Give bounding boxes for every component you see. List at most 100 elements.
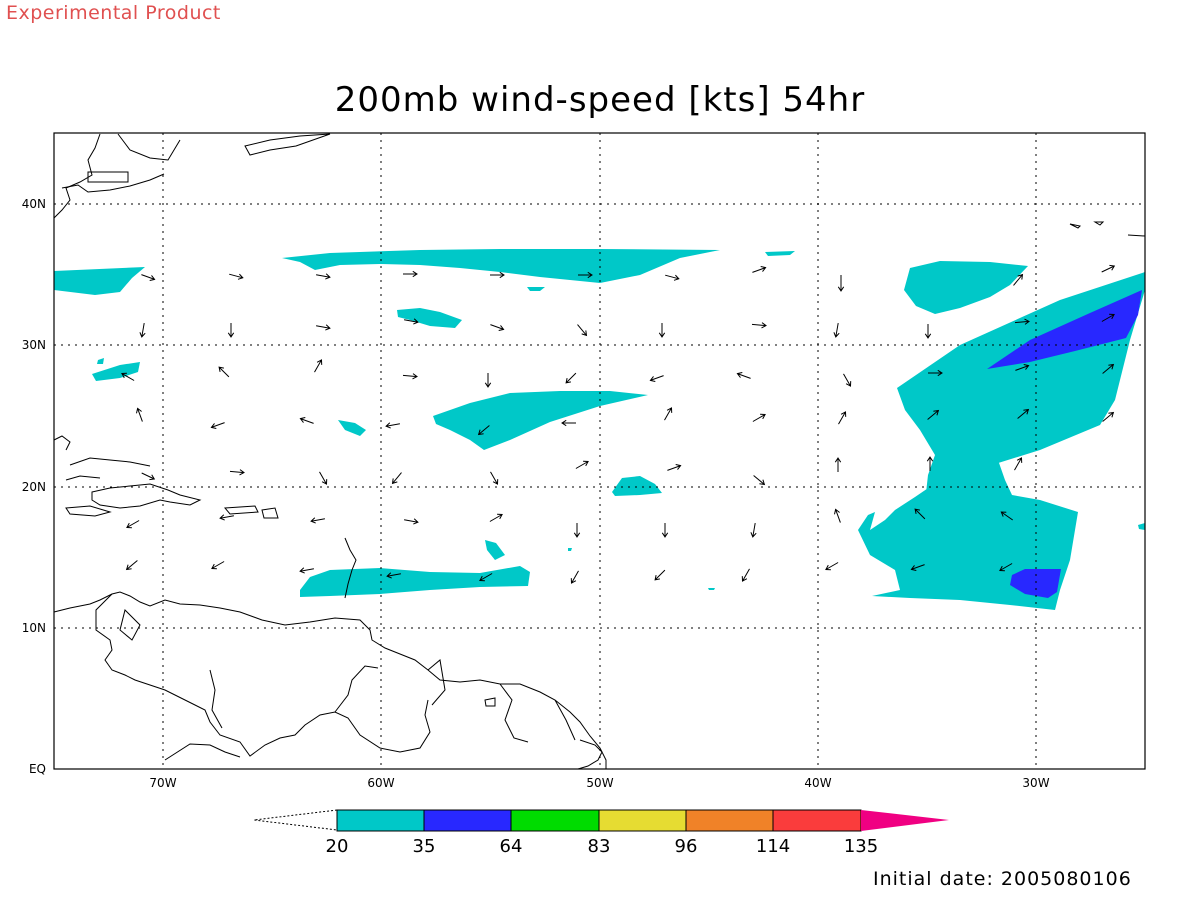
wind-vector-arrow: [391, 472, 402, 485]
wind-vector-arrow: [139, 323, 146, 338]
plot-frame: [53, 132, 1146, 770]
colorbar-label-35: 35: [413, 836, 436, 857]
wind-vector-arrow: [833, 323, 840, 338]
wind-vector-arrow: [570, 570, 579, 584]
colorbar-label-114: 114: [756, 836, 790, 857]
wind-vector-arrow: [825, 562, 839, 571]
wind-vector-arrow: [999, 563, 1013, 572]
wind-vector-arrow: [1017, 408, 1030, 419]
wind-vector-arrow: [649, 375, 664, 382]
wind-vector-arrow: [489, 513, 503, 522]
wind-vector-arrow: [404, 318, 419, 325]
wind-vector-arrow: [752, 413, 766, 422]
lon-label-50w: 50W: [586, 776, 613, 790]
wind-vector-arrow: [403, 270, 418, 278]
wind-vector-arrow: [299, 417, 314, 424]
wind-vector-arrow: [661, 523, 669, 538]
lat-axis: 40N 30N 20N 10N EQ: [22, 197, 46, 776]
wind-vector-arrow: [924, 324, 932, 339]
colorbar-label-96: 96: [675, 836, 698, 857]
lon-label-40w: 40W: [804, 776, 831, 790]
wind-vector-arrow: [211, 561, 225, 570]
colorbar-swatch-35-64: [423, 809, 512, 832]
wind-vector-arrow: [229, 469, 245, 476]
wind-vector-arrow: [1000, 511, 1013, 521]
lon-label-60w: 60W: [367, 776, 394, 790]
wind-vector-arrow: [126, 520, 140, 529]
wind-vector-arrow: [314, 359, 323, 373]
lat-label-10n: 10N: [22, 621, 46, 635]
lon-axis: 70W 60W 50W 40W 30W: [149, 776, 1049, 790]
wind-vector-arrow: [316, 273, 331, 280]
colorbar-swatch-20-35: [336, 809, 425, 832]
wind-vector-arrow: [210, 422, 225, 429]
wind-vector-arrow: [1102, 411, 1115, 422]
wind-vector-arrow: [914, 508, 926, 520]
colorbar-label-83: 83: [588, 836, 611, 857]
lat-label-20n: 20N: [22, 480, 46, 494]
wind-vector-arrow: [750, 523, 757, 538]
wind-vector-arrow: [479, 573, 493, 582]
wind-vector-arrow: [561, 419, 576, 427]
wind-vectors: [121, 264, 1116, 584]
wind-vector-arrow: [565, 372, 577, 384]
colorbar-label-20: 20: [326, 836, 349, 857]
colorbar-swatch-96-114: [685, 809, 774, 832]
lon-label-30w: 30W: [1022, 776, 1049, 790]
wind-vector-arrow: [843, 373, 852, 387]
wind-vector-arrow: [229, 273, 244, 280]
wind-vector-arrow: [1015, 364, 1030, 371]
wind-vector-arrow: [1013, 273, 1024, 286]
wind-vector-arrow: [837, 275, 845, 292]
wind-shading-35-64: [987, 290, 1142, 598]
wind-vector-arrow: [141, 274, 156, 281]
wind-vector-arrow: [1101, 264, 1116, 273]
wind-vector-arrow: [125, 560, 138, 571]
wind-vector-arrow: [838, 411, 847, 425]
wind-vector-arrow: [218, 366, 230, 378]
colorbar-label-64: 64: [500, 836, 523, 857]
wind-vector-arrow: [385, 422, 400, 429]
wind-vector-arrow: [1101, 313, 1115, 322]
colorbar-high-triangle: [861, 810, 949, 831]
wind-vector-arrow: [578, 271, 593, 279]
wind-vector-arrow: [121, 372, 135, 381]
wind-vector-arrow: [741, 568, 750, 582]
wind-vector-arrow: [141, 472, 156, 481]
wind-vector-arrow: [299, 567, 314, 574]
initial-date-label: Initial date: 2005080106: [873, 868, 1132, 890]
wind-vector-arrow: [736, 372, 751, 379]
lon-label-70w: 70W: [149, 776, 176, 790]
wind-vector-arrow: [310, 517, 325, 524]
wind-vector-arrow: [1014, 318, 1030, 325]
wind-vector-arrow: [490, 471, 499, 485]
wind-vector-arrow: [490, 271, 505, 279]
colorbar-label-135: 135: [844, 836, 878, 857]
colorbar-low-triangle: [253, 809, 338, 831]
colorbar-swatch-64-83: [510, 809, 600, 832]
wind-vector-arrow: [834, 457, 842, 472]
wind-vector-arrow: [404, 518, 419, 525]
wind-vector-arrow: [753, 475, 766, 486]
wind-vector-arrow: [386, 572, 401, 579]
colorbar-swatch-83-96: [598, 809, 687, 832]
wind-vector-arrow: [477, 425, 490, 436]
wind-vector-arrow: [910, 564, 925, 571]
wind-vector-arrow: [484, 373, 492, 388]
wind-vector-arrow: [575, 460, 589, 469]
wind-vector-arrow: [667, 464, 682, 471]
wind-vector-arrow: [219, 514, 234, 521]
wind-vector-arrow: [928, 369, 943, 377]
wind-vector-arrow: [227, 323, 235, 338]
wind-vector-arrow: [665, 274, 680, 281]
wind-vector-arrow: [316, 324, 331, 331]
wind-vector-arrow: [654, 569, 666, 581]
wind-vector-arrow: [927, 409, 940, 420]
lat-label-eq: EQ: [29, 762, 46, 776]
wind-vector-arrow: [752, 266, 767, 273]
graticule: [54, 133, 1145, 769]
wind-vector-arrow: [664, 407, 673, 421]
wind-vector-arrow: [1102, 363, 1115, 374]
wind-vector-arrow: [834, 508, 841, 523]
